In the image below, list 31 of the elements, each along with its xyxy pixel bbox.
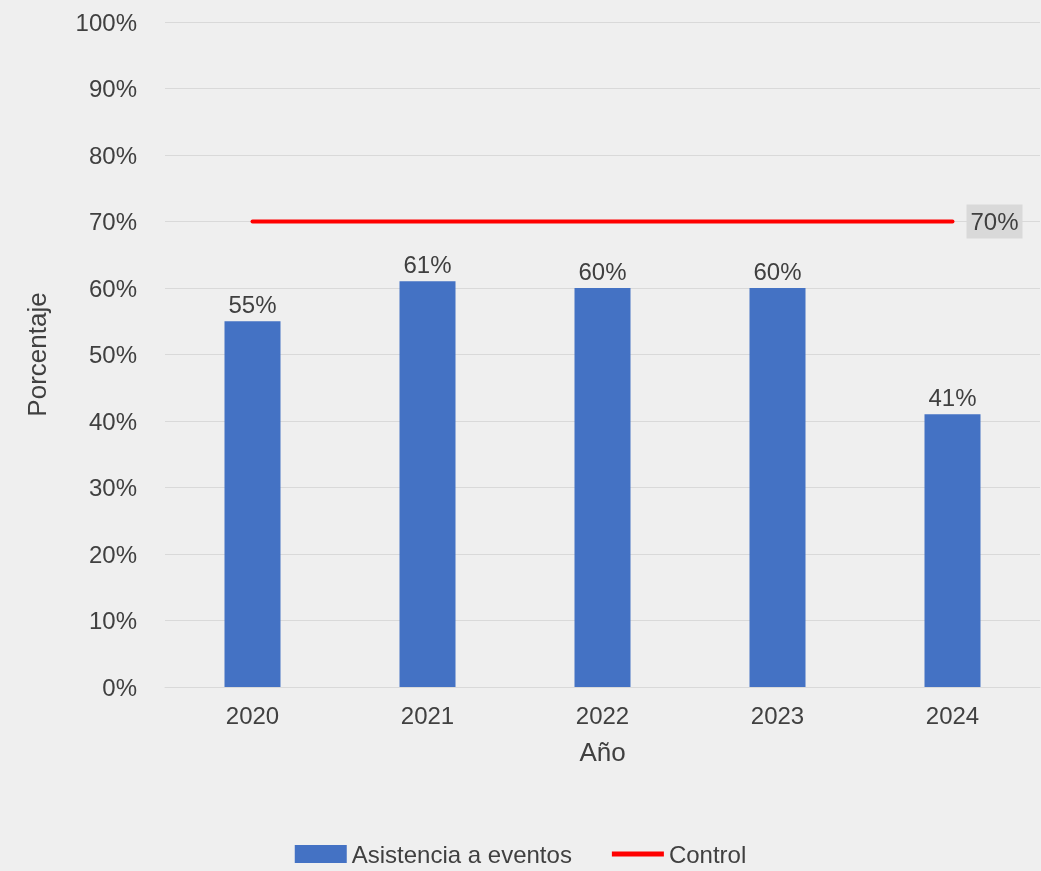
y-tick-label: 70% [88, 208, 137, 235]
y-tick-label: 90% [88, 75, 137, 102]
x-tick-label: 2024 [925, 701, 980, 729]
y-tick-label: 10% [88, 607, 137, 634]
bar [399, 281, 456, 687]
y-tick-label: 40% [88, 407, 137, 435]
x-tick-label: 2023 [750, 701, 805, 729]
data-label: 41% [928, 383, 977, 411]
y-tick-label: 50% [88, 341, 137, 368]
y-tick-label: 20% [88, 540, 137, 568]
data-label: 61% [403, 250, 452, 278]
data-label: 55% [228, 290, 277, 318]
legend-label: Control [668, 840, 747, 868]
bar [224, 321, 281, 687]
x-axis-title: Año [579, 737, 626, 767]
y-tick-label: 0% [102, 673, 137, 701]
y-tick-label: 100% [75, 8, 137, 36]
bar [749, 288, 806, 687]
y-tick-label: 80% [88, 141, 137, 169]
bar [924, 414, 981, 687]
x-tick-label: 2021 [400, 701, 455, 729]
data-label: 70% [970, 208, 1019, 235]
y-tick-label: 30% [88, 474, 137, 501]
y-axis-title: Porcentaje [22, 292, 52, 417]
x-tick-label: 2020 [225, 701, 280, 729]
data-label: 60% [578, 257, 627, 285]
x-tick-label: 2022 [575, 701, 630, 729]
data-label: 60% [753, 257, 802, 285]
bar [574, 288, 631, 687]
legend-label: Asistencia a eventos [351, 840, 572, 868]
y-tick-label: 60% [88, 274, 137, 302]
